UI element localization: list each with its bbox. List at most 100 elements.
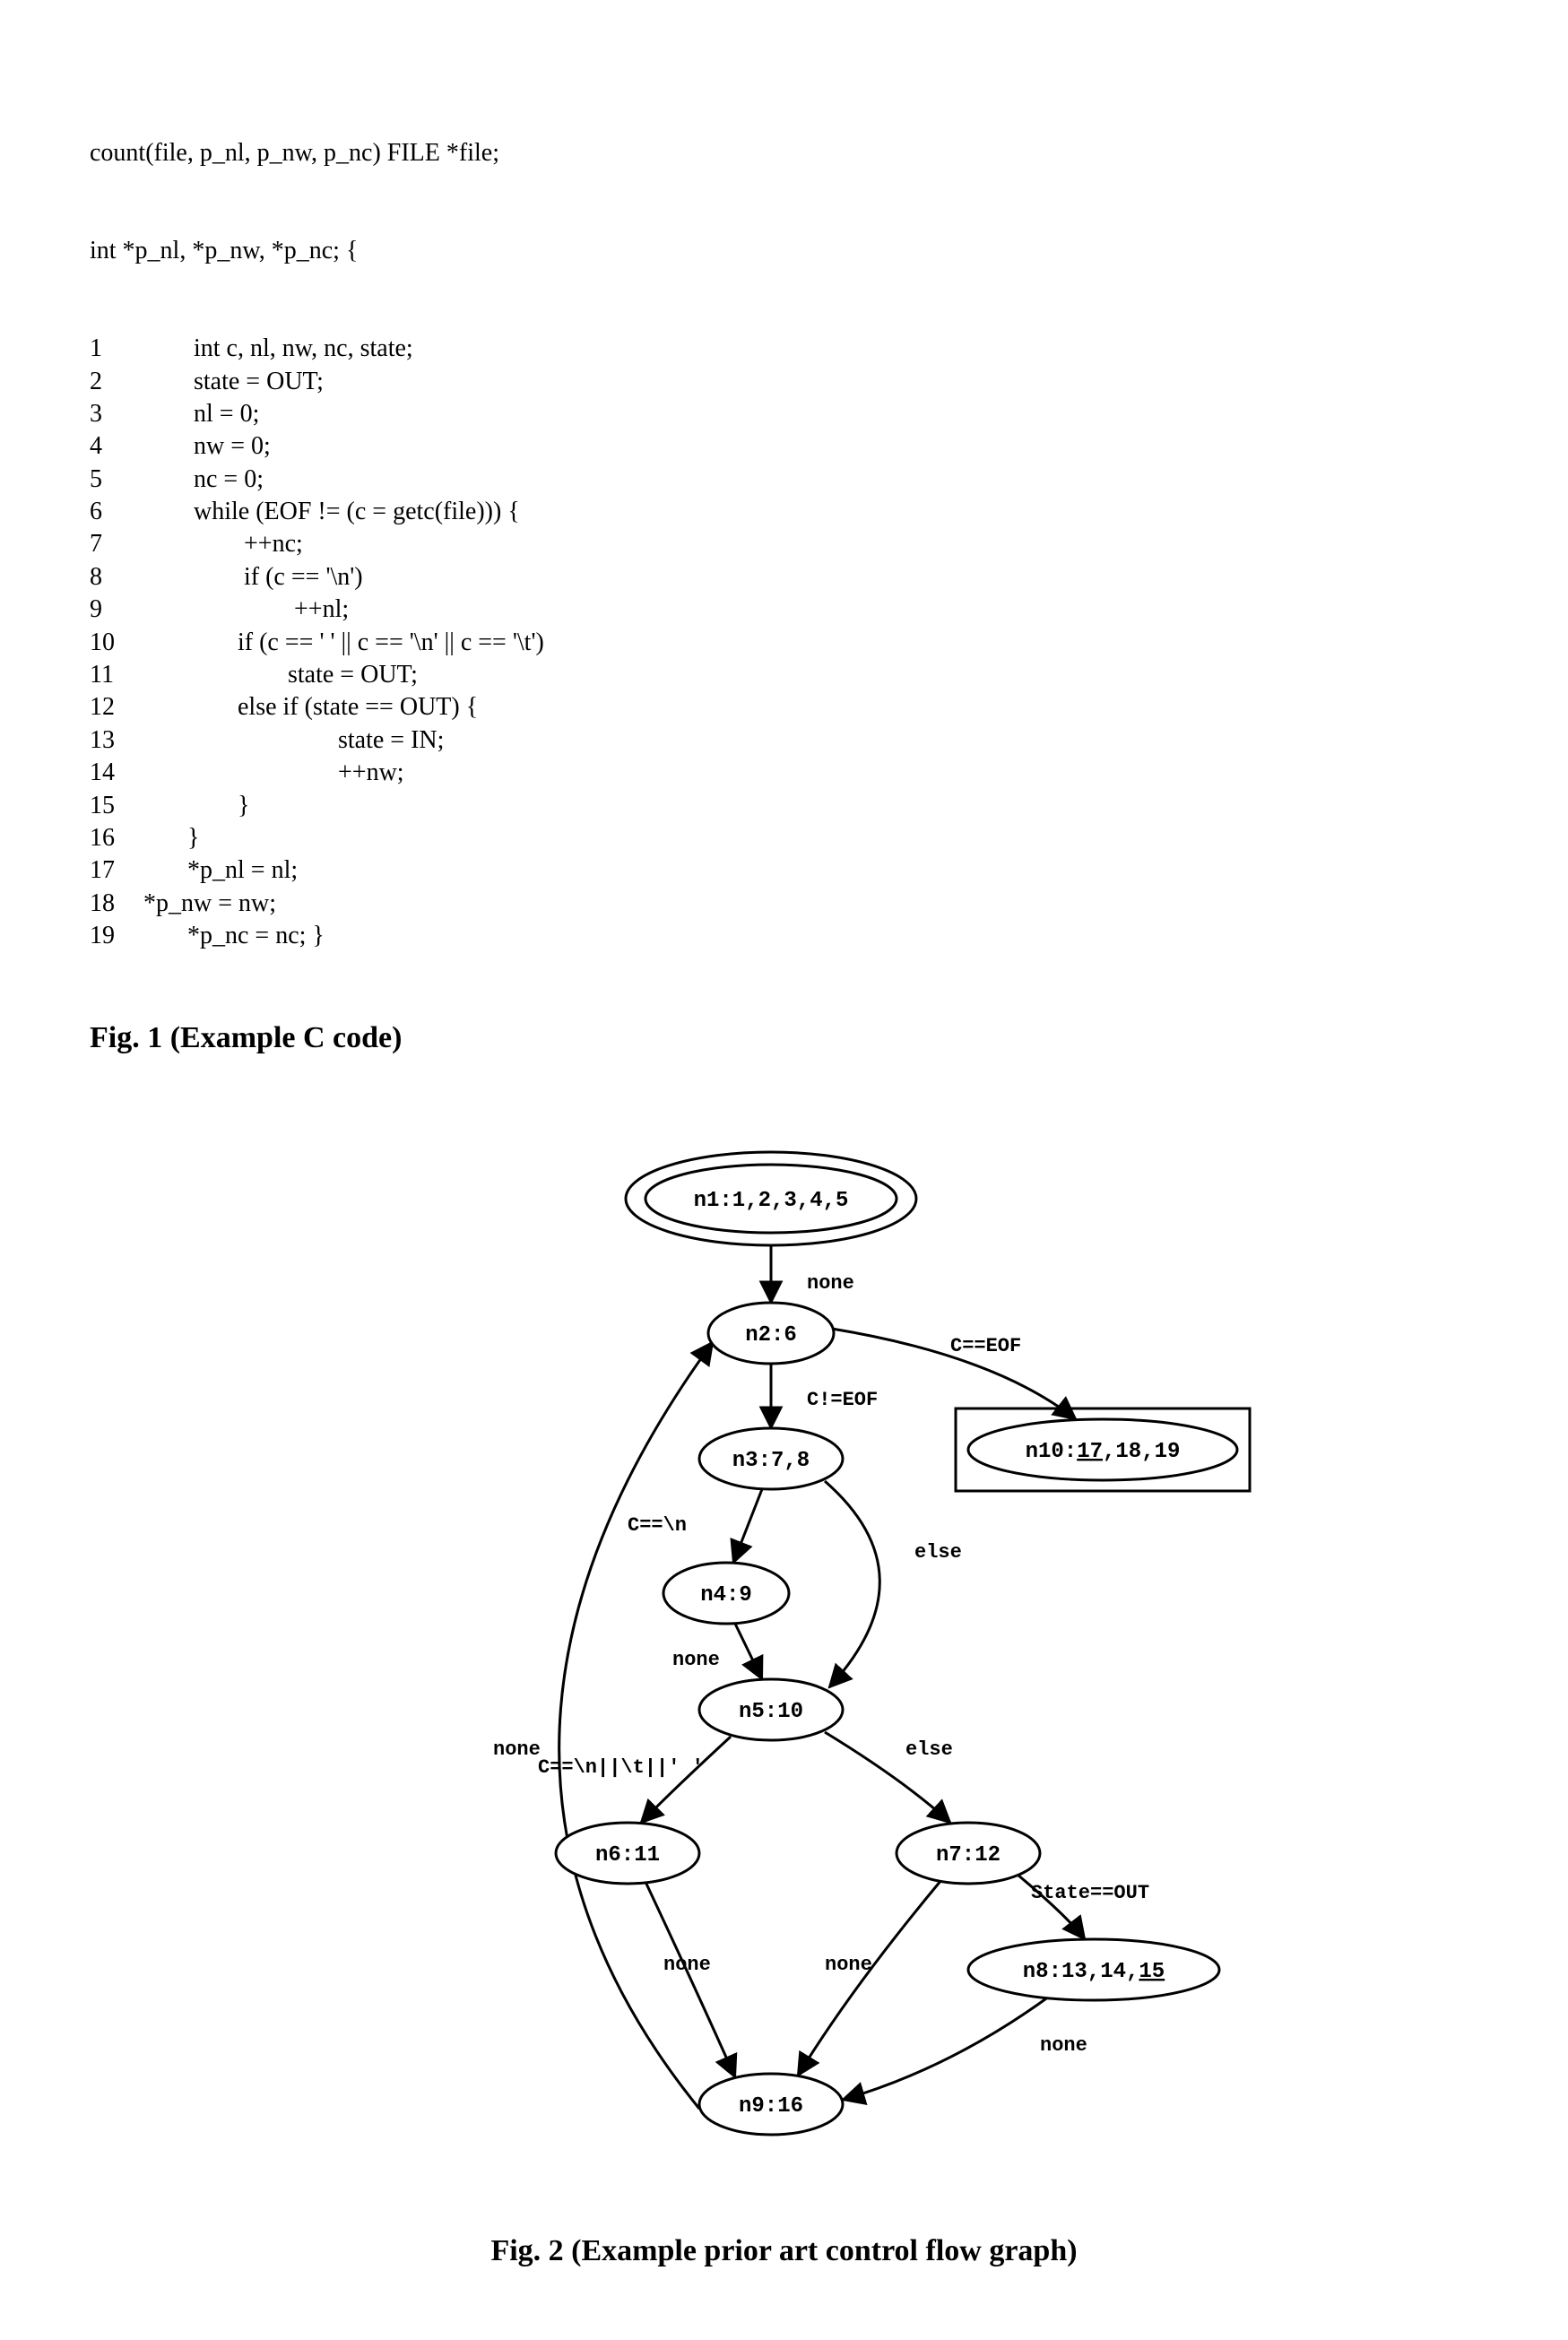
code-line: 4 nw = 0;	[90, 430, 1478, 463]
edge-label: else	[914, 1541, 962, 1564]
node-label: n9:16	[739, 2094, 803, 2119]
line-number: 16	[90, 822, 143, 854]
line-number: 9	[90, 594, 143, 626]
node-n2: n2:6	[708, 1303, 834, 1364]
code-text: state = OUT;	[143, 366, 324, 398]
line-number: 5	[90, 464, 143, 496]
line-number: 17	[90, 854, 143, 887]
line-number: 12	[90, 691, 143, 724]
line-number: 13	[90, 724, 143, 757]
edge	[825, 1481, 879, 1687]
code-line: 12 else if (state == OUT) {	[90, 691, 1478, 724]
code-text: nl = 0;	[143, 398, 259, 430]
node-n6: n6:11	[556, 1823, 699, 1884]
code-line: 14 ++nw;	[90, 757, 1478, 789]
line-number: 19	[90, 920, 143, 952]
edge-label: State==OUT	[1031, 1882, 1149, 1904]
code-text: ++nc;	[143, 528, 303, 560]
node-n1: n1:1,2,3,4,5	[626, 1152, 916, 1245]
line-number: 7	[90, 528, 143, 560]
code-line: 10 if (c == ' ' || c == '\n' || c == '\t…	[90, 627, 1478, 659]
node-n4: n4:9	[663, 1563, 789, 1624]
node-n10: n10:17,18,19	[956, 1408, 1250, 1491]
line-number: 1	[90, 333, 143, 365]
code-line: 3 nl = 0;	[90, 398, 1478, 430]
fig2-caption: Fig. 2 (Example prior art control flow g…	[90, 2234, 1478, 2268]
node-n9: n9:16	[699, 2074, 843, 2135]
code-text: *p_nc = nc; }	[143, 920, 325, 952]
edge-label: C!=EOF	[807, 1389, 878, 1411]
node-label: n6:11	[595, 1843, 660, 1868]
node-label: n1:1,2,3,4,5	[694, 1189, 849, 1213]
code-line: 11 state = OUT;	[90, 659, 1478, 691]
code-header-2: int *p_nl, *p_nw, *p_nc; {	[90, 235, 1478, 267]
control-flow-graph: noneC==EOFC!=EOFC==\nelsenoneC==\n||\t||…	[323, 1127, 1478, 2207]
edge-label: C==\n||\t||' '	[538, 1756, 704, 1779]
node-label: n5:10	[739, 1700, 803, 1724]
code-line: 8 if (c == '\n')	[90, 561, 1478, 594]
edge	[843, 1997, 1049, 2100]
code-line: 7 ++nc;	[90, 528, 1478, 560]
code-line: 15 }	[90, 790, 1478, 822]
edge	[733, 1489, 762, 1563]
code-line: 19 *p_nc = nc; }	[90, 920, 1478, 952]
line-number: 15	[90, 790, 143, 822]
edge-label: none	[1040, 2034, 1087, 2057]
node-n8: n8:13,14,15	[968, 1939, 1219, 2000]
line-number: 3	[90, 398, 143, 430]
code-text: *p_nw = nw;	[143, 888, 276, 920]
code-line: 9 ++nl;	[90, 594, 1478, 626]
line-number: 2	[90, 366, 143, 398]
code-text: }	[143, 822, 199, 854]
code-listing: count(file, p_nl, p_nw, p_nc) FILE *file…	[90, 72, 1478, 985]
code-line: 17 *p_nl = nl;	[90, 854, 1478, 887]
code-text: if (c == '\n')	[143, 561, 363, 594]
edge-label: else	[905, 1738, 953, 1761]
edge	[798, 1880, 941, 2076]
node-label: n7:12	[936, 1843, 1001, 1868]
code-text: if (c == ' ' || c == '\n' || c == '\t')	[143, 627, 544, 659]
node-label: n4:9	[700, 1583, 752, 1608]
code-text: int c, nl, nw, nc, state;	[143, 333, 413, 365]
edge	[735, 1624, 762, 1679]
edge-label: none	[672, 1649, 720, 1671]
code-text: *p_nl = nl;	[143, 854, 298, 887]
code-text: }	[143, 790, 249, 822]
node-label: n10:17,18,19	[1026, 1440, 1181, 1464]
code-line: 18*p_nw = nw;	[90, 888, 1478, 920]
node-label: n3:7,8	[732, 1449, 810, 1473]
code-line: 1 int c, nl, nw, nc, state;	[90, 333, 1478, 365]
code-text: while (EOF != (c = getc(file))) {	[143, 496, 520, 528]
node-label: n8:13,14,15	[1023, 1960, 1165, 1984]
edge-label: none	[663, 1954, 711, 1976]
code-header-1: count(file, p_nl, p_nw, p_nc) FILE *file…	[90, 137, 1478, 169]
edge	[641, 1737, 731, 1823]
code-text: ++nw;	[143, 757, 404, 789]
code-line: 2 state = OUT;	[90, 366, 1478, 398]
line-number: 11	[90, 659, 143, 691]
line-number: 8	[90, 561, 143, 594]
code-text: state = OUT;	[143, 659, 418, 691]
edge	[645, 1882, 735, 2077]
edge-label: none	[825, 1954, 872, 1976]
node-n5: n5:10	[699, 1679, 843, 1740]
edge-label: none	[807, 1272, 854, 1295]
code-line: 16 }	[90, 822, 1478, 854]
edge-label: C==EOF	[950, 1335, 1021, 1357]
node-n7: n7:12	[897, 1823, 1040, 1884]
edge-label: none	[493, 1738, 541, 1761]
node-n3: n3:7,8	[699, 1428, 843, 1489]
line-number: 10	[90, 627, 143, 659]
code-line: 6 while (EOF != (c = getc(file))) {	[90, 496, 1478, 528]
code-text: nc = 0;	[143, 464, 264, 496]
node-label: n2:6	[745, 1323, 797, 1348]
code-text: state = IN;	[143, 724, 444, 757]
code-text: else if (state == OUT) {	[143, 691, 478, 724]
fig1-caption: Fig. 1 (Example C code)	[90, 1021, 1478, 1055]
code-line: 5 nc = 0;	[90, 464, 1478, 496]
line-number: 4	[90, 430, 143, 463]
code-text: ++nl;	[143, 594, 349, 626]
line-number: 18	[90, 888, 143, 920]
edge	[559, 1342, 713, 2109]
edge-label: C==\n	[628, 1514, 687, 1537]
